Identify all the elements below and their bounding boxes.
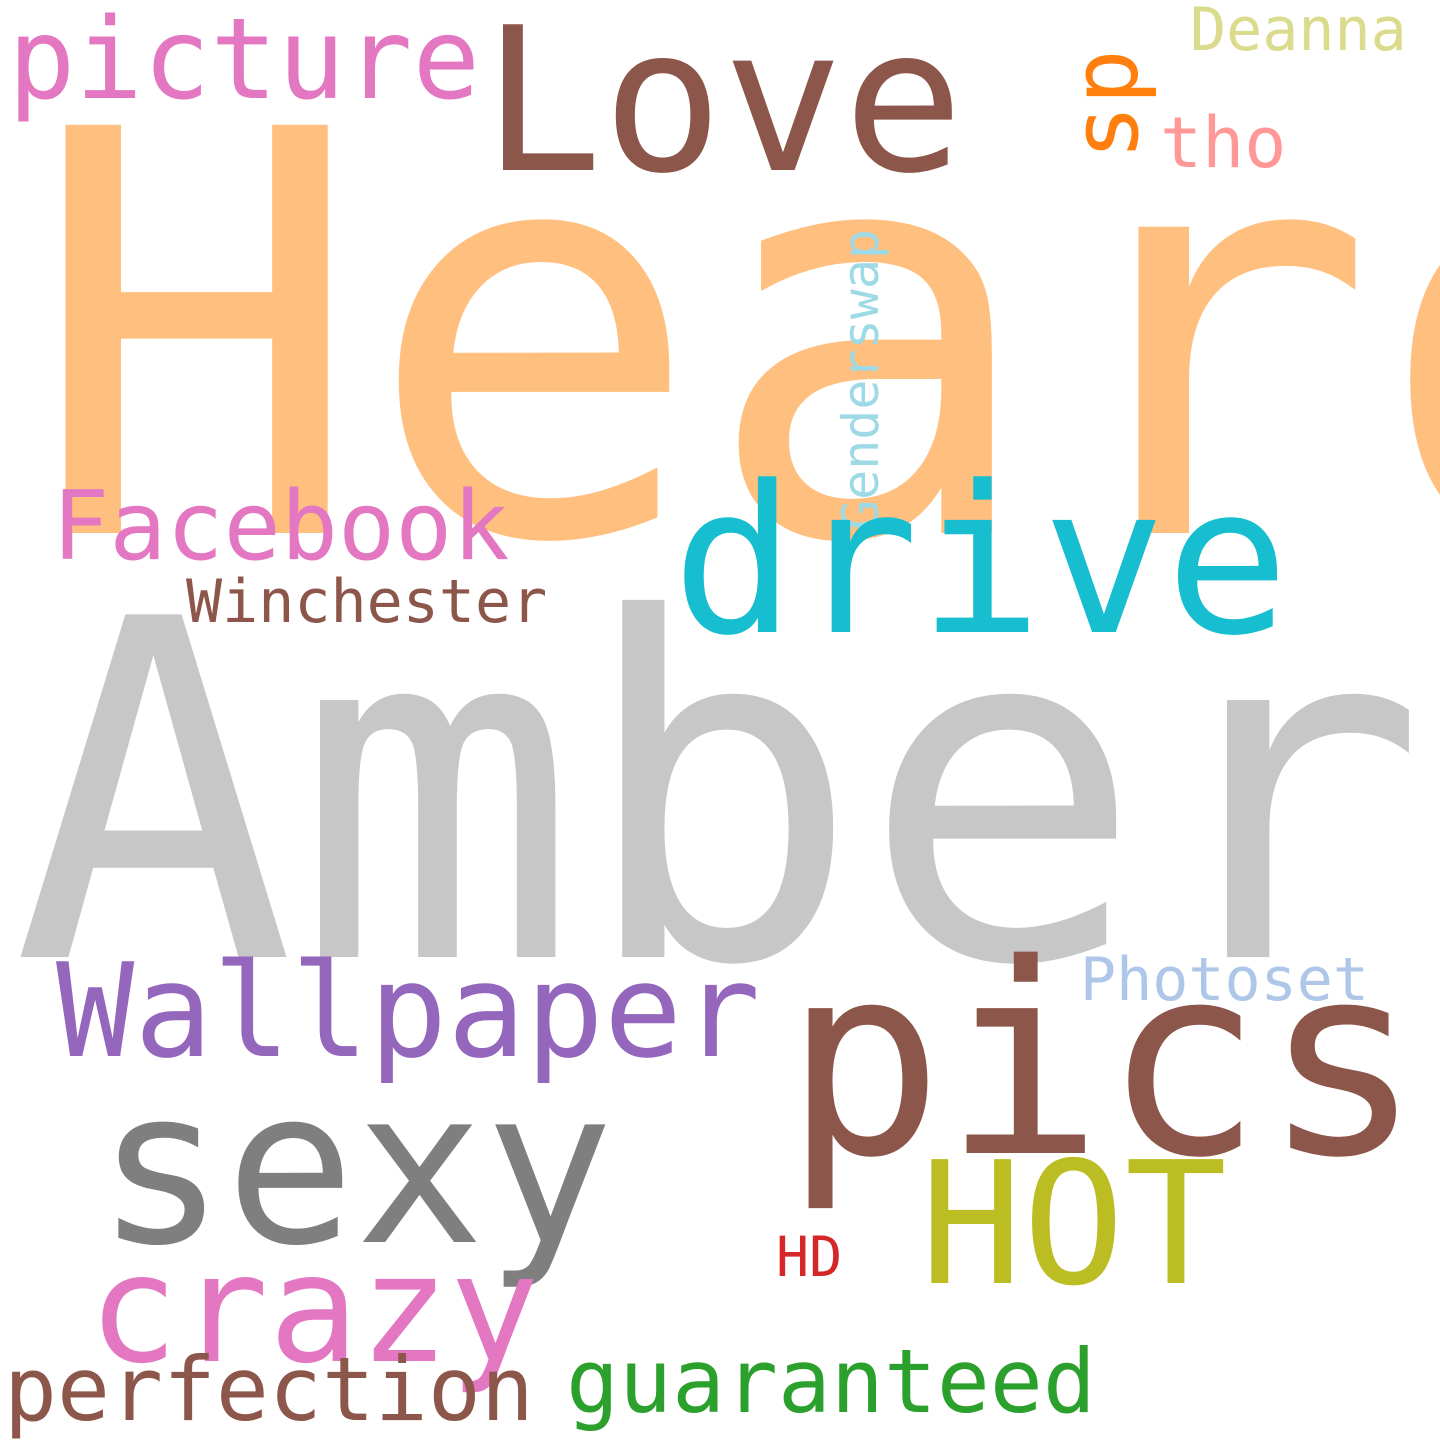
word-love: Love [482, 0, 964, 218]
word-hd: HD [776, 1225, 843, 1289]
word-drive: drive [672, 443, 1290, 681]
word-amber: Amber [12, 521, 1427, 1068]
word-sp: sp [1052, 49, 1159, 160]
word-deanna: Deanna [1190, 0, 1407, 65]
word-crazy: crazy [88, 1223, 540, 1397]
word-guaranteed: guaranteed [566, 1330, 1096, 1433]
word-photoset: Photoset [1080, 945, 1369, 1015]
word-sexy: sexy [96, 1042, 614, 1293]
word-perfection: perfection [4, 1338, 534, 1440]
word-winchester: Winchester [186, 567, 548, 637]
word-picture: picture [8, 0, 481, 125]
word-tho: tho [1160, 102, 1287, 184]
word-facebook: Facebook [52, 472, 510, 582]
word-pics: pics [784, 908, 1423, 1216]
word-hot: HOT [920, 1126, 1228, 1324]
word-wallpaper: Wallpaper [56, 935, 761, 1087]
word-heard: Heard [28, 14, 1440, 666]
